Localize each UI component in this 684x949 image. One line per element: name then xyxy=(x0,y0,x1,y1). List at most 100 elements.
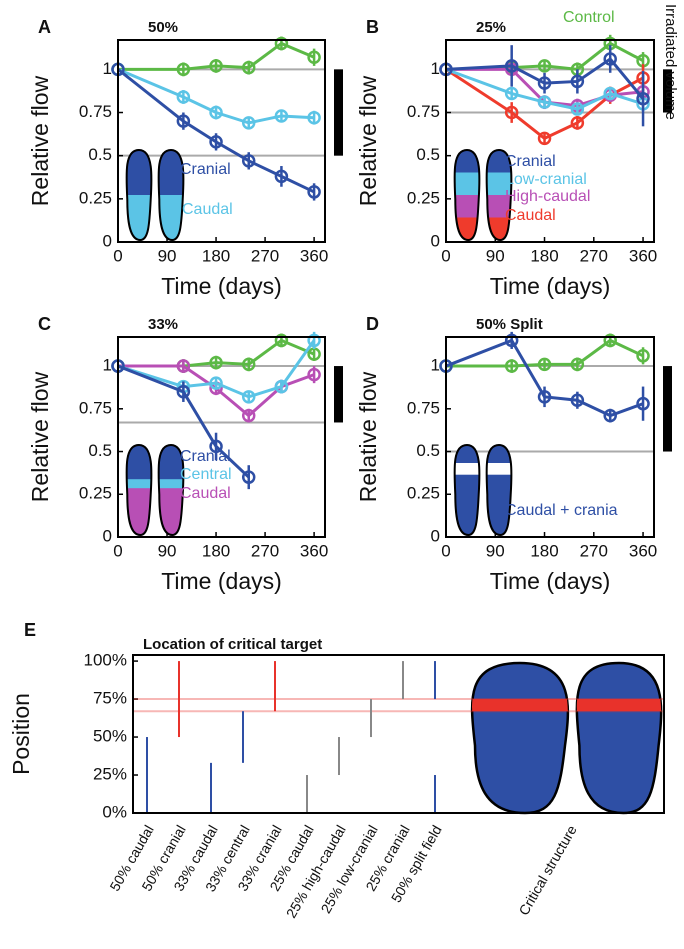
y-tick-label: 1 xyxy=(431,356,440,375)
panel-title: 50% Split xyxy=(476,316,543,333)
data-point xyxy=(176,90,191,104)
x-tick-label: 270 xyxy=(251,541,279,560)
panel-letter: D xyxy=(366,314,379,334)
series-label: Control xyxy=(563,9,615,26)
x-tick-label: 180 xyxy=(530,246,558,265)
x-tick-label: 90 xyxy=(158,541,177,560)
data-point xyxy=(603,333,617,348)
data-point xyxy=(307,110,321,125)
y-tick-label: 0.25 xyxy=(407,484,440,503)
plot-frame xyxy=(132,654,665,814)
data-point xyxy=(307,367,321,382)
series-label: High-caudal xyxy=(505,188,590,205)
y-axis-label: Relative flow xyxy=(355,75,381,206)
y-tick-label: 1 xyxy=(431,59,440,78)
series-label: Caudal + crania xyxy=(505,502,618,519)
data-point xyxy=(274,109,289,123)
data-point xyxy=(241,154,256,168)
data-point xyxy=(307,333,321,348)
data-point xyxy=(241,60,256,75)
plot-frame xyxy=(445,336,655,538)
irradiated-label: Irradiated volume xyxy=(662,4,679,120)
icon-band xyxy=(126,479,152,489)
data-point xyxy=(537,59,552,73)
icon-band xyxy=(158,150,184,196)
x-axis-label: Time (days) xyxy=(490,568,611,594)
panel-title: Location of critical target xyxy=(143,636,322,653)
data-point xyxy=(209,59,223,73)
x-axis-label: Time (days) xyxy=(161,568,282,594)
data-point xyxy=(176,114,191,128)
series-label: Cranial xyxy=(180,448,231,465)
data-point xyxy=(570,357,585,372)
y-tick-label: 25% xyxy=(93,765,127,784)
y-tick-label: 0.75 xyxy=(79,398,112,417)
data-point xyxy=(537,357,552,372)
data-point xyxy=(274,36,289,51)
x-tick-label: 180 xyxy=(530,541,558,560)
y-axis-label: Position xyxy=(8,693,34,775)
series-label: Low-cranial xyxy=(505,171,587,188)
icon-border xyxy=(125,443,153,537)
target-band-group xyxy=(576,699,662,712)
data-point xyxy=(274,333,289,348)
series-label: Cranial xyxy=(180,161,231,178)
icon-band xyxy=(454,463,480,476)
x-tick-label: 360 xyxy=(300,246,328,265)
y-tick-label: 0.5 xyxy=(88,145,112,164)
y-tick-label: 0 xyxy=(103,526,112,545)
panel-letter: A xyxy=(38,17,51,37)
series-label: Caudal xyxy=(505,207,556,224)
y-tick-label: 0.5 xyxy=(88,441,112,460)
data-point xyxy=(307,185,321,199)
data-point xyxy=(504,59,519,73)
icon-band xyxy=(454,172,480,196)
series-label: Cranial xyxy=(505,153,556,170)
data-point xyxy=(603,52,617,66)
panel-title: 50% xyxy=(148,19,178,36)
panel-title: 25% xyxy=(476,19,506,36)
data-point xyxy=(241,408,256,423)
series-label: Central xyxy=(180,466,232,483)
x-tick-label: 0 xyxy=(441,541,450,560)
icon-band xyxy=(486,463,512,476)
x-tick-label: 0 xyxy=(113,541,122,560)
icon-border xyxy=(157,443,185,537)
series-line xyxy=(117,339,316,399)
icon-band xyxy=(454,445,480,464)
data-point xyxy=(241,357,256,372)
data-point xyxy=(209,105,223,120)
x-tick-label: 180 xyxy=(202,246,230,265)
y-tick-label: 0% xyxy=(102,802,127,821)
x-tick-label: 90 xyxy=(486,246,505,265)
x-tick-label: 360 xyxy=(629,246,657,265)
icon-band xyxy=(454,150,480,173)
data-point xyxy=(274,379,289,394)
structure-icon xyxy=(454,150,480,240)
x-axis-label: Time (days) xyxy=(490,273,611,299)
plot-frame xyxy=(445,39,655,243)
series-label: Caudal xyxy=(180,485,231,502)
target-band xyxy=(472,699,568,712)
data-point xyxy=(504,359,519,373)
y-tick-label: 0.75 xyxy=(407,398,440,417)
y-tick-label: 0.5 xyxy=(416,145,440,164)
y-tick-label: 0 xyxy=(103,231,112,250)
icon-border xyxy=(485,443,513,537)
y-tick-label: 0.25 xyxy=(407,188,440,207)
series-line xyxy=(445,56,645,100)
plot-frame xyxy=(117,336,326,538)
y-axis-label: Relative flow xyxy=(27,371,53,502)
data-point xyxy=(603,408,617,423)
icon-band xyxy=(486,445,512,464)
y-tick-label: 0.5 xyxy=(416,441,440,460)
data-point xyxy=(504,86,519,101)
data-point xyxy=(537,95,552,109)
x-tick-label: 270 xyxy=(580,541,608,560)
data-point xyxy=(570,116,585,130)
data-point xyxy=(176,359,191,373)
x-axis-label: Time (days) xyxy=(161,273,282,299)
critical-structure xyxy=(470,661,570,815)
panel-letter: E xyxy=(24,620,36,640)
